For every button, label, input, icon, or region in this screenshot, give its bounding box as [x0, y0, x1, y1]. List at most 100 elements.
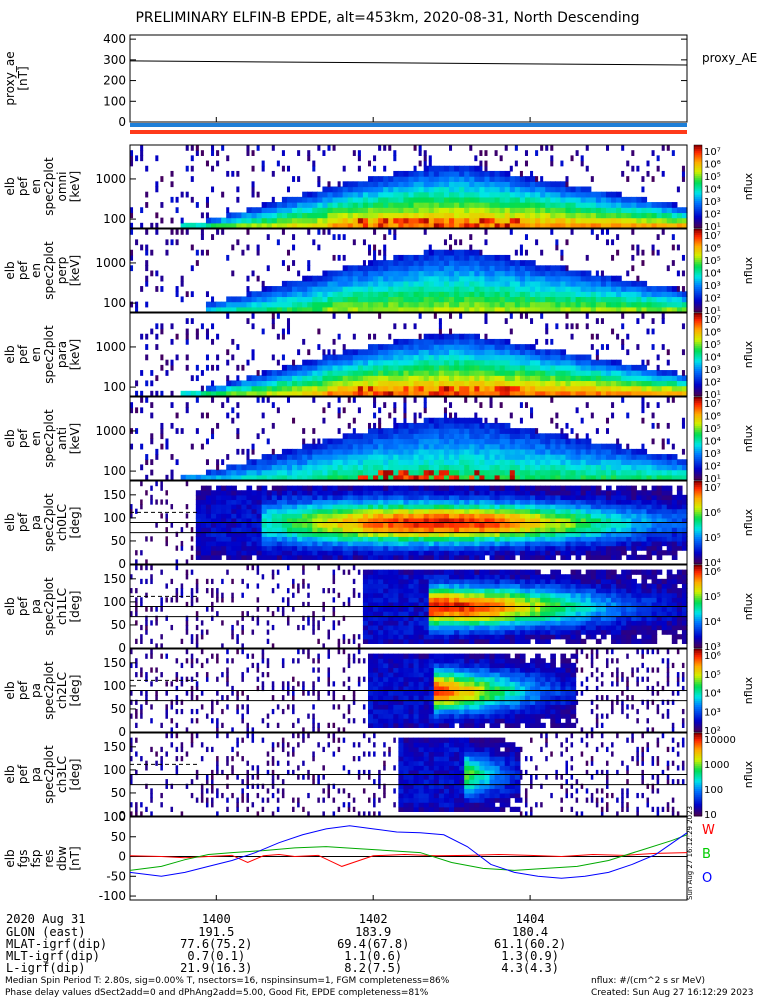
heatmap-cell — [322, 375, 329, 382]
heatmap-cell — [651, 306, 658, 313]
heatmap-cell — [312, 474, 318, 481]
heatmap-cell — [302, 306, 308, 313]
noise-cell — [180, 280, 184, 287]
heatmap-cell — [555, 359, 562, 366]
heatmap-cell — [524, 291, 531, 298]
heatmap-cell — [332, 459, 339, 466]
noise-cell — [621, 145, 625, 151]
heatmap-cell — [575, 286, 582, 292]
heatmap-cell — [600, 296, 607, 303]
heatmap-cell — [317, 301, 324, 308]
noise-cell — [393, 229, 397, 235]
heatmap-cell — [373, 270, 379, 277]
heatmap-cell — [362, 550, 369, 556]
heatmap-cell — [555, 375, 562, 382]
heatmap-cell — [514, 306, 521, 313]
heatmap-cell — [474, 428, 480, 434]
heatmap-cell — [621, 380, 627, 387]
noise-cell — [292, 244, 296, 251]
heatmap-cell — [357, 359, 364, 366]
heatmap-cell — [555, 186, 562, 193]
heatmap-cell — [398, 344, 405, 350]
heatmap-cell — [307, 545, 313, 551]
heatmap-cell — [484, 375, 491, 382]
noise-cell — [585, 254, 589, 261]
colorbar-step — [694, 440, 702, 444]
heatmap-cell — [560, 433, 567, 440]
heatmap-cell — [357, 191, 364, 198]
heatmap-cell — [423, 186, 430, 193]
heatmap-cell — [337, 490, 344, 496]
heatmap-cell — [636, 207, 643, 214]
heatmap-cell — [413, 385, 420, 392]
heatmap-cell — [550, 275, 556, 282]
heatmap-cell — [600, 474, 607, 481]
heatmap-cell — [403, 422, 410, 429]
heatmap-cell — [357, 212, 364, 219]
heatmap-cell — [200, 554, 207, 560]
heatmap-cell — [504, 196, 511, 203]
heatmap-cell — [611, 296, 617, 303]
heatmap-cell — [530, 181, 536, 188]
heatmap-cell — [388, 280, 394, 287]
heatmap-cell — [565, 191, 572, 198]
heatmap-cell — [347, 301, 354, 308]
noise-cell — [590, 229, 594, 235]
heatmap-cell — [302, 499, 308, 505]
heatmap-cell — [464, 170, 470, 177]
heatmap-cell — [281, 517, 288, 524]
heatmap-cell — [484, 265, 491, 272]
heatmap-cell — [322, 464, 329, 471]
heatmap-cell — [347, 349, 354, 356]
heatmap-cell — [413, 485, 420, 491]
heatmap-cell — [216, 517, 222, 524]
heatmap-cell — [418, 517, 425, 524]
heatmap-cell — [605, 202, 612, 208]
heatmap-cell — [459, 202, 465, 208]
heatmap-cell — [393, 265, 399, 272]
colorbar-step — [694, 241, 702, 245]
heatmap-cell — [600, 359, 607, 366]
heatmap-cell — [236, 217, 242, 224]
heatmap-cell — [580, 370, 587, 376]
heatmap-cell — [504, 306, 511, 313]
heatmap-cell — [317, 385, 324, 392]
heatmap-cell — [641, 380, 648, 387]
heatmap-cell — [438, 494, 445, 501]
heatmap-cell — [347, 490, 354, 496]
noise-cell — [585, 145, 589, 151]
heatmap-cell — [383, 375, 389, 382]
heatmap-cell — [621, 375, 627, 382]
heatmap-cell — [403, 531, 410, 537]
heatmap-cell — [231, 499, 237, 505]
noise-cell — [170, 181, 174, 188]
noise-cell — [130, 229, 134, 235]
heatmap-cell — [281, 540, 288, 547]
noise-cell — [676, 186, 680, 193]
heatmap-cell — [226, 540, 232, 547]
heatmap-cell — [605, 291, 612, 298]
noise-cell — [479, 249, 483, 256]
heatmap-cell — [504, 176, 511, 182]
heatmap-cell — [489, 291, 496, 298]
heatmap-cell — [423, 428, 430, 434]
heatmap-cell — [373, 359, 379, 366]
noise-cell — [327, 349, 331, 356]
heatmap-cell — [256, 513, 263, 519]
heatmap-cell — [413, 260, 420, 266]
heatmap-cell — [494, 364, 501, 371]
heatmap-cell — [479, 531, 486, 537]
heatmap-cell — [535, 459, 541, 466]
heatmap-cell — [595, 469, 602, 476]
heatmap-cell — [464, 364, 470, 371]
heatmap-cell — [545, 207, 551, 214]
heatmap-cell — [449, 380, 455, 387]
noise-cell — [276, 407, 280, 414]
heatmap-cell — [474, 469, 480, 476]
heatmap-cell — [378, 527, 384, 533]
heatmap-cell — [322, 554, 329, 560]
heatmap-cell — [281, 296, 288, 303]
heatmap-cell — [226, 222, 232, 229]
heatmap-cell — [423, 280, 430, 287]
noise-cell — [388, 229, 392, 235]
